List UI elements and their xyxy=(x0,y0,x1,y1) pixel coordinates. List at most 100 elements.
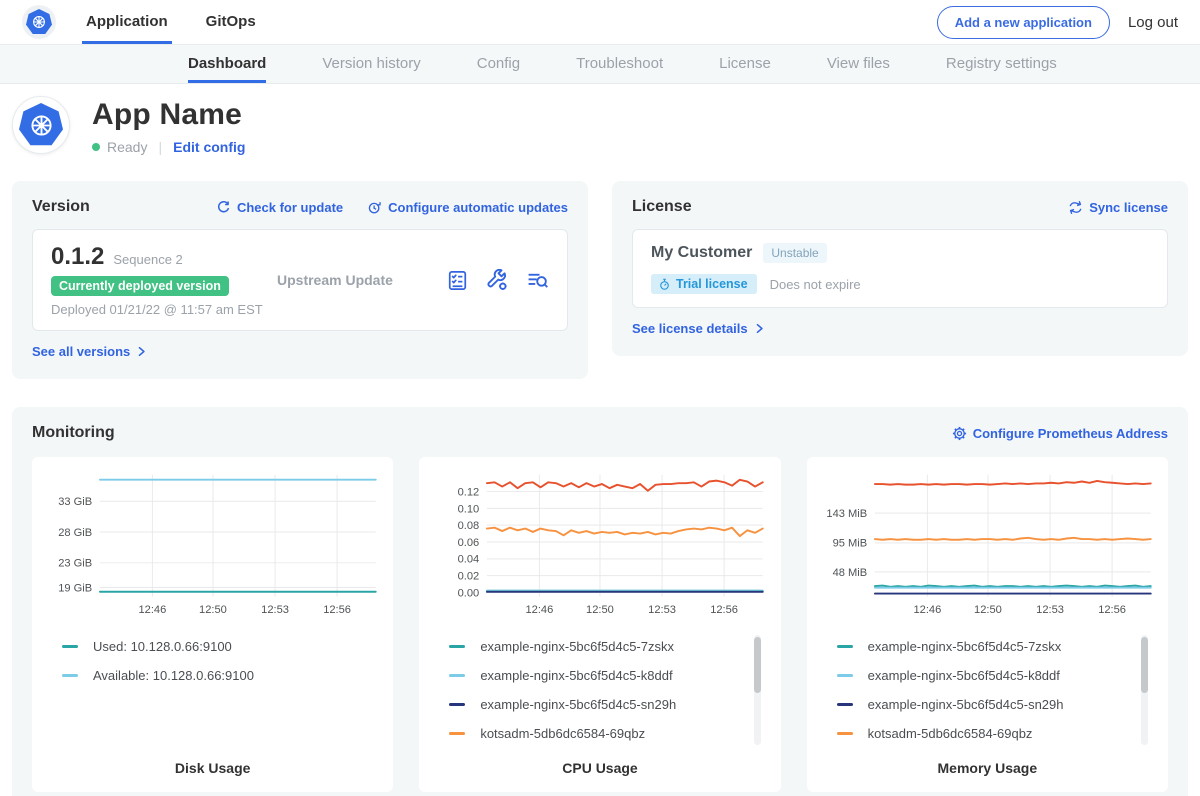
legend-swatch xyxy=(449,645,465,648)
svg-text:0.02: 0.02 xyxy=(458,571,480,583)
license-card: License Sync license My Customer Unstabl… xyxy=(612,181,1188,356)
version-sequence: Sequence 2 xyxy=(113,252,182,267)
dashboard-content: Version Check for update Configure autom… xyxy=(0,169,1200,796)
tab-troubleshoot[interactable]: Troubleshoot xyxy=(576,45,663,83)
gear-icon xyxy=(952,426,967,441)
legend-label: example-nginx-5bc6f5d4c5-7zskx xyxy=(868,639,1062,654)
monitoring-title: Monitoring xyxy=(32,424,115,442)
monitoring-panel: Monitoring Configure Prometheus Address … xyxy=(12,407,1188,796)
tab-gitops[interactable]: GitOps xyxy=(206,0,256,44)
legend-scrollbar[interactable] xyxy=(1141,635,1148,745)
svg-text:0.06: 0.06 xyxy=(458,537,480,549)
version-number: 0.1.2 xyxy=(51,243,104,271)
legend-label: example-nginx-5bc6f5d4c5-sn29h xyxy=(480,697,676,712)
chart-title: Disk Usage xyxy=(38,760,387,776)
deployed-badge: Currently deployed version xyxy=(51,276,229,296)
chart-title: CPU Usage xyxy=(425,760,774,776)
scheduled-update-icon xyxy=(367,200,382,215)
svg-text:0.04: 0.04 xyxy=(458,554,480,566)
legend-swatch xyxy=(837,645,853,648)
svg-text:12:56: 12:56 xyxy=(711,604,739,616)
svg-text:12:50: 12:50 xyxy=(586,604,614,616)
svg-text:12:46: 12:46 xyxy=(138,604,166,616)
memory-usage-chart: 12:4612:5012:5312:5648 MiB95 MiB143 MiB xyxy=(813,467,1162,620)
legend-swatch xyxy=(449,732,465,735)
version-card-title: Version xyxy=(32,198,90,216)
app-kubernetes-icon xyxy=(12,96,70,154)
svg-text:33 GiB: 33 GiB xyxy=(58,496,92,508)
tab-registry-settings[interactable]: Registry settings xyxy=(946,45,1057,83)
legend-item: example-nginx-5bc6f5d4c5-7zskx xyxy=(837,632,1132,661)
channel-badge: Unstable xyxy=(763,243,826,263)
config-wrench-icon[interactable] xyxy=(486,269,509,292)
chart-legend: example-nginx-5bc6f5d4c5-7zskx example-ng… xyxy=(449,632,760,750)
app-sub-nav: Dashboard Version history Config Trouble… xyxy=(0,44,1200,84)
legend-swatch xyxy=(837,732,853,735)
legend-scrollbar-thumb[interactable] xyxy=(754,637,761,693)
legend-item: example-nginx-5bc6f5d4c5-sn29h xyxy=(449,690,744,719)
deployed-timestamp: Deployed 01/21/22 @ 11:57 am EST xyxy=(51,302,269,317)
legend-swatch xyxy=(62,674,78,677)
legend-swatch xyxy=(837,703,853,706)
svg-text:23 GiB: 23 GiB xyxy=(58,558,92,570)
divider: | xyxy=(158,139,162,155)
legend-swatch xyxy=(62,645,78,648)
stopwatch-icon xyxy=(658,278,671,291)
svg-text:12:50: 12:50 xyxy=(974,604,1002,616)
logout-button[interactable]: Log out xyxy=(1128,14,1178,31)
preflight-checks-icon[interactable] xyxy=(446,269,469,292)
svg-text:0.12: 0.12 xyxy=(458,486,480,498)
svg-text:19 GiB: 19 GiB xyxy=(58,582,92,594)
tab-view-files[interactable]: View files xyxy=(827,45,890,83)
legend-item: example-nginx-5bc6f5d4c5-sn29h xyxy=(837,690,1132,719)
legend-label: Used: 10.128.0.66:9100 xyxy=(93,639,232,654)
tab-config[interactable]: Config xyxy=(477,45,520,83)
legend-item: kotsadm-5db6dc6584-69qbz xyxy=(449,719,744,748)
legend-scrollbar[interactable] xyxy=(754,635,761,745)
legend-label: kotsadm-5db6dc6584-69qbz xyxy=(868,726,1033,741)
svg-text:28 GiB: 28 GiB xyxy=(58,527,92,539)
tab-version-history[interactable]: Version history xyxy=(322,45,420,83)
svg-text:48 MiB: 48 MiB xyxy=(832,567,867,579)
check-for-update-link[interactable]: Check for update xyxy=(216,200,343,215)
chart-legend: Used: 10.128.0.66:9100 Available: 10.128.… xyxy=(62,632,373,750)
svg-text:12:56: 12:56 xyxy=(323,604,351,616)
svg-text:12:53: 12:53 xyxy=(261,604,289,616)
cpu-usage-chart: 12:4612:5012:5312:560.000.020.040.060.08… xyxy=(425,467,774,620)
chart-legend: example-nginx-5bc6f5d4c5-7zskx example-ng… xyxy=(837,632,1148,750)
see-all-versions-link[interactable]: See all versions xyxy=(32,344,147,359)
deploy-logs-icon[interactable] xyxy=(526,269,549,292)
configure-prometheus-link[interactable]: Configure Prometheus Address xyxy=(952,426,1168,441)
chevron-right-icon xyxy=(754,323,765,334)
svg-text:12:46: 12:46 xyxy=(526,604,554,616)
app-header: App Name Ready | Edit config xyxy=(0,84,1200,169)
tab-application[interactable]: Application xyxy=(86,0,168,44)
svg-text:95 MiB: 95 MiB xyxy=(832,538,867,550)
status-dot xyxy=(92,143,100,151)
legend-label: example-nginx-5bc6f5d4c5-sn29h xyxy=(868,697,1064,712)
edit-config-link[interactable]: Edit config xyxy=(173,139,245,155)
legend-scrollbar-thumb[interactable] xyxy=(1141,637,1148,693)
cpu-usage-chart-card: 12:4612:5012:5312:560.000.020.040.060.08… xyxy=(419,457,780,792)
see-license-details-link[interactable]: See license details xyxy=(632,321,765,336)
configure-automatic-updates-link[interactable]: Configure automatic updates xyxy=(367,200,568,215)
legend-label: example-nginx-5bc6f5d4c5-7zskx xyxy=(480,639,674,654)
legend-item: Available: 10.128.0.66:9100 xyxy=(62,661,357,690)
legend-label: example-nginx-5bc6f5d4c5-k8ddf xyxy=(868,668,1060,683)
legend-swatch xyxy=(449,703,465,706)
refresh-icon xyxy=(216,200,231,215)
svg-text:143 MiB: 143 MiB xyxy=(826,508,867,520)
tab-dashboard[interactable]: Dashboard xyxy=(188,45,266,83)
legend-label: example-nginx-5bc6f5d4c5-k8ddf xyxy=(480,668,672,683)
status-text: Ready xyxy=(107,139,147,155)
current-version-box: 0.1.2 Sequence 2 Currently deployed vers… xyxy=(32,229,568,331)
customer-name: My Customer xyxy=(651,244,752,262)
svg-text:12:46: 12:46 xyxy=(913,604,941,616)
tab-license[interactable]: License xyxy=(719,45,771,83)
sync-license-link[interactable]: Sync license xyxy=(1068,200,1168,215)
svg-text:0.10: 0.10 xyxy=(458,503,480,515)
add-application-button[interactable]: Add a new application xyxy=(937,6,1110,39)
legend-label: Available: 10.128.0.66:9100 xyxy=(93,668,254,683)
legend-label: kotsadm-5db6dc6584-69qbz xyxy=(480,726,645,741)
page-title: App Name xyxy=(92,98,245,132)
